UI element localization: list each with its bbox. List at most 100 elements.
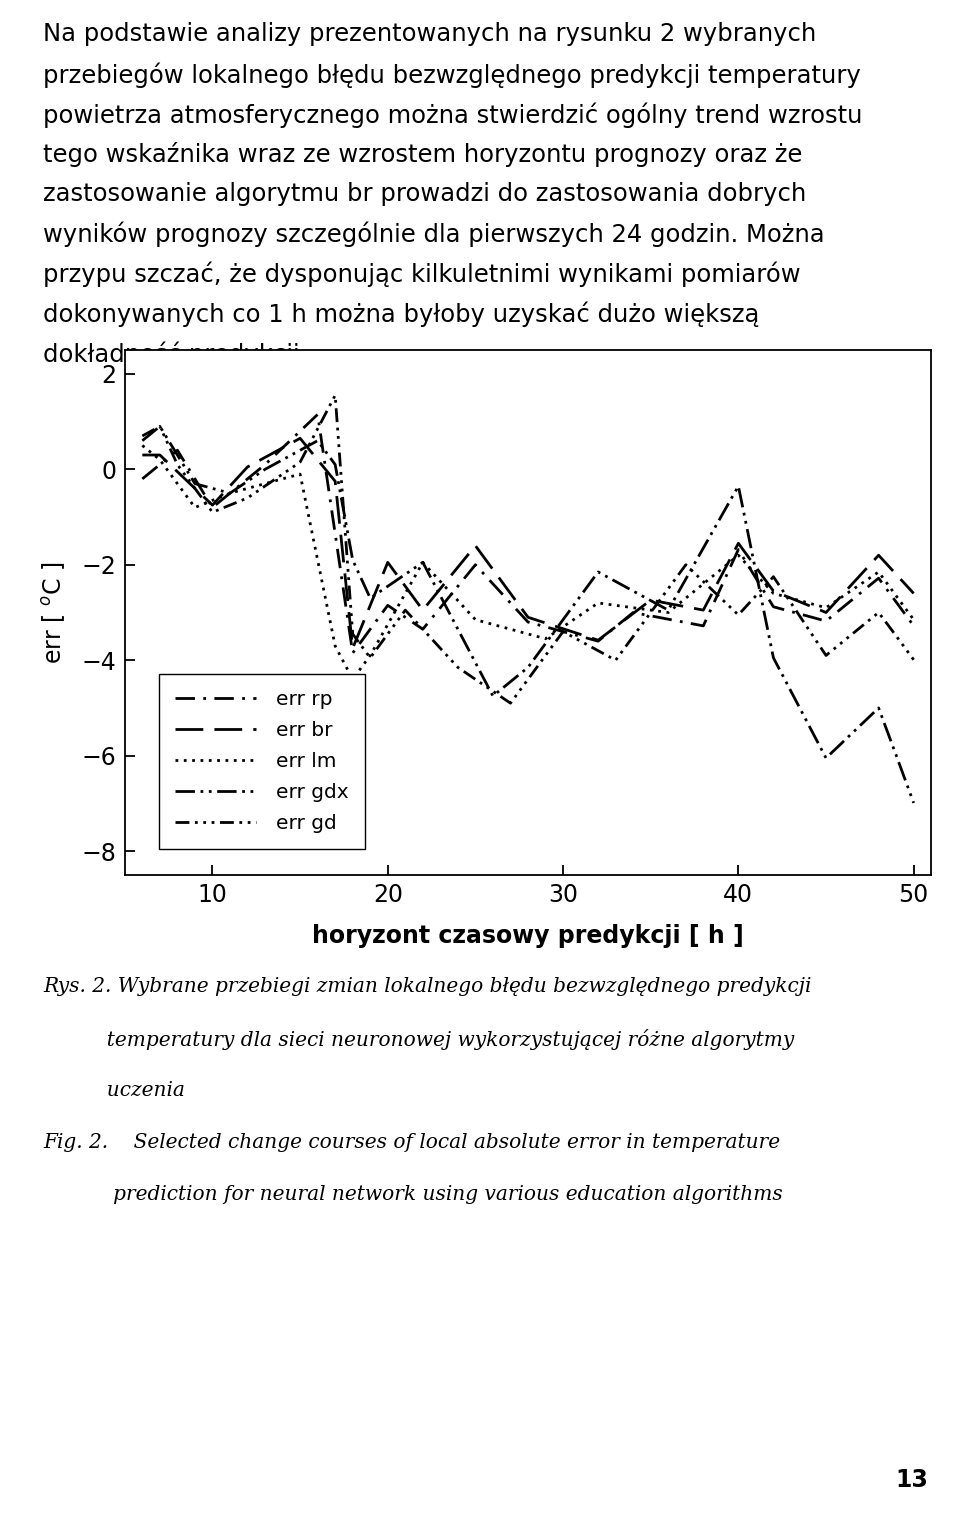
err gd <box>662 580 674 598</box>
err rp <box>155 455 166 473</box>
err lm <box>399 584 411 603</box>
err lm <box>873 563 884 581</box>
err gdx <box>890 746 901 765</box>
err lm <box>662 603 674 621</box>
err gdx <box>610 572 621 591</box>
err lm <box>505 620 516 638</box>
err gd <box>750 586 761 604</box>
err br <box>259 449 271 467</box>
err gd <box>610 652 621 670</box>
Line: err gd: err gd <box>142 395 914 703</box>
err gdx <box>295 441 306 459</box>
err rp <box>382 597 394 615</box>
err rp <box>785 603 797 621</box>
err gdx <box>750 563 761 581</box>
err lm <box>329 636 341 655</box>
err lm <box>838 586 850 604</box>
err gd <box>329 386 341 404</box>
err lm <box>295 465 306 484</box>
err gdx <box>628 581 639 600</box>
err gd <box>768 568 780 586</box>
err lm <box>276 470 288 488</box>
err rp <box>242 470 253 488</box>
err rp <box>435 598 446 617</box>
err br <box>732 534 744 552</box>
err lm <box>487 615 498 633</box>
err gd <box>276 465 288 484</box>
err br <box>295 429 306 447</box>
err br <box>908 584 920 603</box>
Text: dokładność predykcji.: dokładność predykcji. <box>43 342 307 366</box>
Text: prediction for neural network using various education algorithms: prediction for neural network using vari… <box>43 1186 783 1204</box>
err rp <box>469 555 481 574</box>
err rp <box>276 438 288 456</box>
err gdx <box>469 653 481 671</box>
err gdx <box>662 601 674 620</box>
err br <box>469 537 481 555</box>
err rp <box>558 623 569 641</box>
err rp <box>908 617 920 635</box>
err gdx <box>329 455 341 473</box>
err gdx <box>155 417 166 435</box>
err gdx <box>908 794 920 812</box>
err br <box>873 546 884 565</box>
err gd <box>417 620 428 638</box>
err br <box>225 476 236 494</box>
err br <box>417 601 428 620</box>
err br <box>645 591 657 609</box>
err rp <box>259 455 271 473</box>
err gd <box>452 658 464 676</box>
err gd <box>820 647 831 665</box>
err gdx <box>399 565 411 583</box>
err gd <box>680 555 691 574</box>
err gdx <box>382 577 394 595</box>
err lm <box>347 670 358 688</box>
err lm <box>189 499 201 517</box>
err gdx <box>505 673 516 691</box>
err lm <box>698 575 709 594</box>
err gdx <box>312 432 324 450</box>
err lm <box>242 479 253 497</box>
err br <box>276 438 288 456</box>
err rp <box>487 575 498 594</box>
err rp <box>189 470 201 488</box>
err rp <box>838 598 850 617</box>
err gd <box>312 420 324 438</box>
err gd <box>698 572 709 591</box>
err rp <box>662 610 674 629</box>
err rp <box>417 620 428 638</box>
err gdx <box>820 749 831 768</box>
err rp <box>592 632 604 650</box>
err gd <box>469 670 481 688</box>
err lm <box>382 615 394 633</box>
err gdx <box>803 716 814 734</box>
err gd <box>435 639 446 658</box>
err br <box>172 462 183 481</box>
err lm <box>908 610 920 629</box>
err br <box>522 609 534 627</box>
err gd <box>242 488 253 507</box>
err lm <box>715 560 727 578</box>
err br <box>628 604 639 623</box>
err br <box>435 580 446 598</box>
Line: err br: err br <box>142 438 914 649</box>
err gd <box>540 647 551 665</box>
Text: przebiegów lokalnego błędu bezwzględnego predykcji temperatury: przebiegów lokalnego błędu bezwzględnego… <box>43 63 861 89</box>
err rp <box>645 607 657 626</box>
err br <box>768 581 780 600</box>
err gdx <box>452 620 464 638</box>
err lm <box>206 491 218 510</box>
err br <box>680 598 691 617</box>
Text: uczenia: uczenia <box>43 1080 185 1100</box>
err gdx <box>680 569 691 588</box>
err br <box>698 601 709 620</box>
Text: tego wskaźnika wraz ze wzrostem horyzontu prognozy oraz że: tego wskaźnika wraz ze wzrostem horyzont… <box>43 142 803 166</box>
err gdx <box>873 699 884 717</box>
err br <box>855 565 867 583</box>
err lm <box>575 606 587 624</box>
err gdx <box>136 432 148 450</box>
err br <box>382 554 394 572</box>
err rp <box>540 618 551 636</box>
err lm <box>645 601 657 620</box>
err gd <box>365 649 376 667</box>
